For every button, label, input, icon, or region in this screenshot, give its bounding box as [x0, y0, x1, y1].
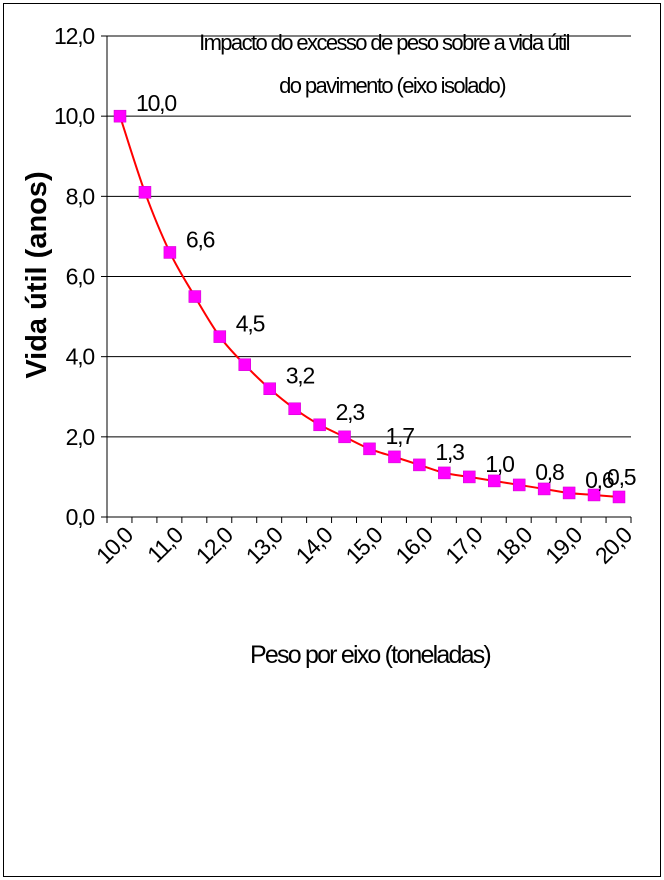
data-point-marker — [113, 109, 127, 123]
data-label: 3,2 — [286, 363, 315, 389]
x-tick-label: 17,0 — [440, 522, 487, 569]
data-point-marker — [512, 478, 526, 492]
data-label: 2,3 — [336, 399, 365, 425]
x-tick-label: 19,0 — [540, 522, 587, 569]
data-label: 0,5 — [607, 464, 636, 490]
y-tick-label: 6,0 — [66, 264, 95, 290]
x-tick-label: 15,0 — [340, 522, 387, 569]
x-axis-ticks: 10,0 11,0 12,0 13,0 14,0 15,0 16,0 17,0 18,0 19,0… — [91, 517, 637, 569]
series-markers — [113, 109, 626, 504]
x-tick-label: 10,0 — [91, 522, 138, 569]
data-point-marker — [313, 418, 326, 432]
x-tick-label: 18,0 — [490, 522, 537, 569]
data-label: 4,5 — [236, 311, 265, 337]
data-point-marker — [488, 474, 501, 488]
data-point-marker — [438, 466, 451, 480]
chart-frame — [3, 3, 661, 877]
data-label: 1,7 — [386, 423, 415, 449]
y-tick-label: 4,0 — [66, 344, 95, 370]
data-point-marker — [363, 442, 376, 456]
data-point-marker — [288, 402, 301, 416]
y-tick-label: 10,0 — [54, 103, 94, 129]
data-labels: 10,0 6,6 4,5 3,2 2,3 1,7 1,3 1,0 0,8 0,60,5 — [136, 90, 637, 493]
data-point-marker — [587, 488, 601, 502]
data-point-marker — [463, 470, 476, 484]
chart-title-line-1: Impacto do excesso de peso sobre a vida … — [199, 30, 570, 55]
y-tick-label: 8,0 — [66, 183, 95, 209]
data-point-marker — [413, 458, 426, 472]
chart-title-line-2: do pavimento (eixo isolado) — [279, 73, 505, 98]
y-axis-label: Vida útil (anos) — [21, 171, 53, 378]
x-tick-label: 13,0 — [241, 522, 288, 569]
data-label: 6,6 — [186, 226, 215, 252]
y-tick-label: 2,0 — [66, 424, 95, 450]
x-tick-label: 16,0 — [390, 522, 437, 569]
data-label: 0,8 — [535, 459, 564, 485]
y-tick-label: 0,0 — [66, 504, 95, 530]
data-point-marker — [263, 382, 276, 395]
x-tick-label: 11,0 — [142, 522, 188, 568]
data-point-marker — [163, 246, 177, 259]
data-point-marker — [612, 490, 626, 504]
data-label: 1,3 — [435, 439, 464, 465]
data-point-marker — [388, 450, 401, 464]
data-point-marker — [213, 330, 227, 343]
x-axis-label: Peso por eixo (toneladas) — [250, 641, 490, 669]
data-point-marker — [238, 358, 251, 371]
y-axis-ticks: 0,0 2,0 4,0 6,0 8,0 10,0 12,0 — [54, 23, 107, 530]
series-line — [119, 115, 620, 498]
x-tick-label: 14,0 — [290, 522, 337, 569]
data-label: 0,6 — [585, 467, 614, 493]
data-label: 1,0 — [485, 451, 514, 477]
data-point-marker — [138, 186, 152, 199]
data-point-marker — [338, 430, 351, 444]
data-point-marker — [188, 290, 202, 303]
x-tick-label: 20,0 — [590, 522, 637, 569]
y-tick-label: 12,0 — [54, 23, 94, 49]
x-tick-label: 12,0 — [191, 522, 238, 569]
gridlines — [107, 35, 631, 438]
data-point-marker — [537, 482, 551, 496]
data-label: 10,0 — [136, 90, 176, 116]
data-point-marker — [562, 486, 576, 500]
